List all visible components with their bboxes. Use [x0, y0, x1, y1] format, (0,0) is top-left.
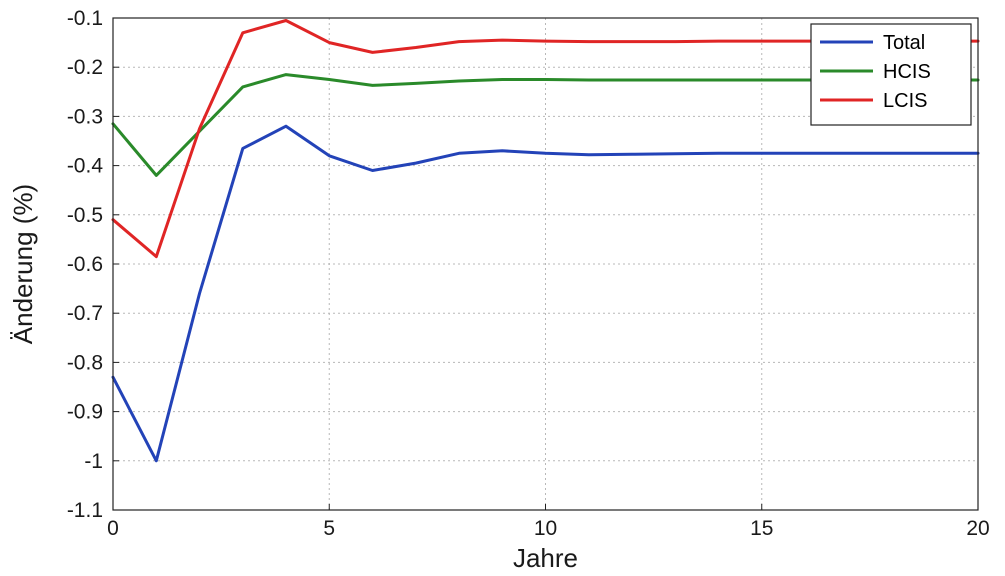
y-tick-label: -0.1 — [67, 7, 103, 30]
x-tick-label: 5 — [323, 517, 335, 540]
y-tick-label: -0.9 — [67, 401, 103, 424]
y-tick-label: -0.6 — [67, 253, 103, 276]
y-axis-title: Änderung (%) — [8, 184, 38, 344]
legend-label-total: Total — [883, 32, 925, 54]
y-tick-label: -1.1 — [67, 499, 103, 522]
tick-labels: 0 5 10 15 20 -0.1 -0.2 -0.3 -0.4 -0.5 -0.6 -0.7 -0.8… — [67, 7, 990, 540]
legend-label-lcis: LCIS — [883, 90, 927, 112]
x-tick-label: 20 — [966, 517, 989, 540]
y-tick-label: -0.4 — [67, 155, 104, 178]
x-tick-label: 15 — [750, 517, 773, 540]
series-line-total — [111, 124, 980, 463]
x-tick-label: 0 — [107, 517, 119, 540]
plot-frame — [112, 17, 979, 511]
x-axis-title: Jahre — [513, 543, 578, 573]
y-tick-label: -0.5 — [67, 204, 103, 227]
legend: Total HCIS LCIS — [810, 23, 972, 126]
y-tick-label: -0.2 — [67, 56, 103, 79]
y-tick-label: -0.8 — [67, 351, 103, 374]
y-tick-label: -0.3 — [67, 105, 103, 128]
y-tick-label: -1 — [84, 450, 103, 473]
x-tick-label: 10 — [534, 517, 557, 540]
legend-label-hcis: HCIS — [883, 61, 931, 83]
y-tick-label: -0.7 — [67, 302, 103, 325]
